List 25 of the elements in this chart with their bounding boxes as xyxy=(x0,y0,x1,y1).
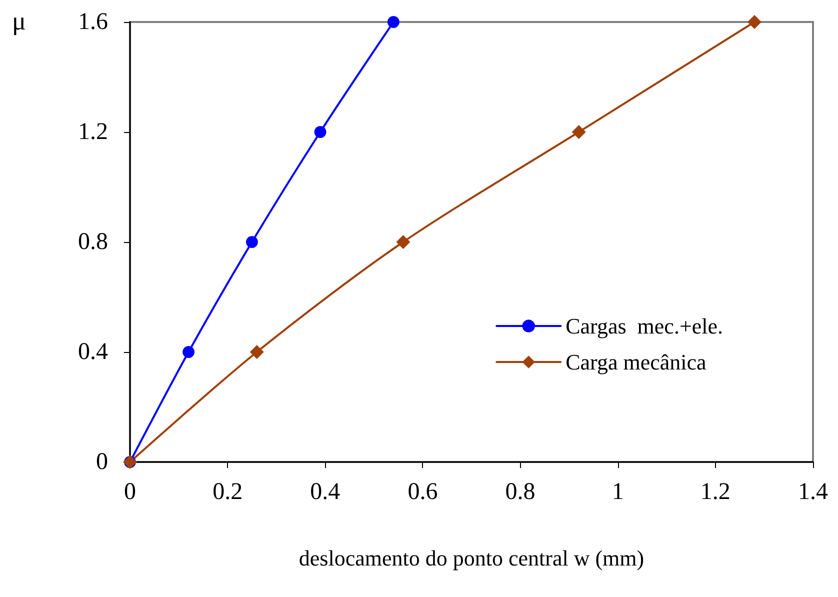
y-tick-label: 0.4 xyxy=(78,339,108,365)
x-tick-label: 1.2 xyxy=(700,479,730,505)
point xyxy=(182,346,195,358)
y-axis-title: μ xyxy=(12,6,26,36)
x-tick-label: 0.4 xyxy=(310,479,340,505)
x-axis-title: deslocamento do ponto central w (mm) xyxy=(298,546,644,570)
point xyxy=(747,15,762,29)
point xyxy=(250,345,264,359)
y-tick-label: 0 xyxy=(96,449,108,475)
point xyxy=(314,126,326,138)
x-tick-label: 0 xyxy=(124,479,136,505)
x-tick-label: 0.8 xyxy=(505,479,536,505)
y-tick-label: 1.6 xyxy=(78,9,108,35)
x-tick-label: 1 xyxy=(612,479,624,505)
point xyxy=(396,235,410,249)
y-tick-label: 0.8 xyxy=(78,229,108,255)
point xyxy=(387,16,400,28)
x-tick-label: 0.6 xyxy=(408,479,438,505)
x-tick-label: 1.4 xyxy=(798,479,828,505)
legend-label: Cargas mec.+ele. xyxy=(566,314,724,338)
point xyxy=(246,236,258,248)
y-tick-label: 1.2 xyxy=(78,119,108,145)
legend-label: Carga mecânica xyxy=(566,350,707,374)
x-tick-label: 0.2 xyxy=(212,479,243,505)
point xyxy=(572,125,586,139)
